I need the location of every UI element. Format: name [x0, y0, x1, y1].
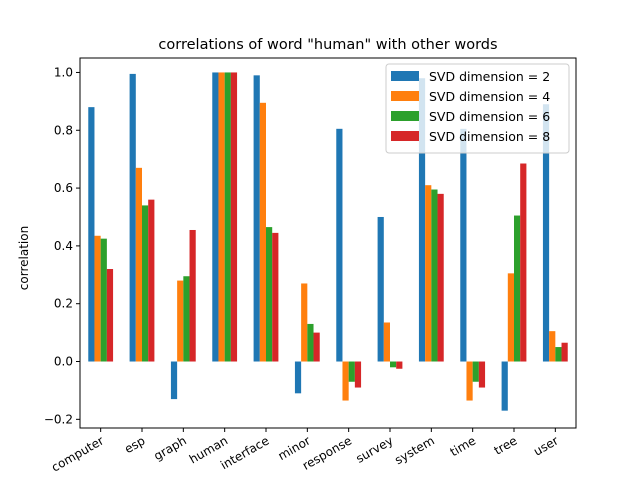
y-axis: −0.2 0.0 0.2 0.4 0.6 0.8 1.0: [44, 65, 80, 426]
bar-human-series-4: [230, 72, 238, 362]
legend-label-1: SVD dimension = 2: [429, 69, 550, 84]
bar-computer-series-2: [94, 235, 101, 362]
bar-user-series-4: [561, 342, 568, 362]
bar-interface-series-3: [266, 227, 273, 362]
bar-esp-series-3: [142, 205, 149, 362]
legend-box: [385, 63, 570, 154]
bar-minor-series-3: [307, 323, 314, 362]
bar-minor-series-4: [313, 332, 320, 362]
legend-label-4: SVD dimension = 8: [429, 129, 550, 144]
bar-response-series-3: [348, 361, 355, 382]
bar-human-series-1: [212, 72, 219, 362]
legend: SVD dimension = 2 SVD dimension = 4 SVD di…: [385, 63, 570, 154]
bar-graph-series-1: [170, 361, 178, 400]
legend-swatch-3: [391, 111, 419, 121]
bar-tree-series-4: [520, 163, 527, 362]
legend-swatch-4: [391, 131, 419, 141]
legend-label-2: SVD dimension = 4: [429, 89, 550, 104]
bar-human-series-3: [224, 72, 231, 362]
bar-response-series-2: [342, 361, 349, 401]
bar-tree-series-1: [501, 361, 508, 411]
bar-user-series-2: [549, 331, 556, 362]
bar-user-series-1: [542, 104, 550, 362]
y-tick-label: 0.6: [54, 181, 73, 195]
bar-system-series-3: [431, 189, 438, 362]
y-tick-label: 0.0: [54, 355, 73, 369]
chart-title: correlations of word "human" with other …: [158, 37, 497, 53]
bar-interface-series-2: [259, 102, 266, 362]
legend-swatch-2: [391, 91, 419, 101]
legend-label-3: SVD dimension = 6: [429, 109, 550, 124]
bar-survey-series-3: [390, 361, 397, 368]
bar-graph-series-2: [177, 280, 184, 362]
bar-time-series-3: [472, 361, 479, 382]
bar-tree-series-2: [507, 273, 514, 362]
y-tick-label: 0.8: [54, 123, 73, 137]
bar-survey-series-1: [377, 216, 384, 362]
bar-esp-series-1: [129, 73, 136, 362]
bar-minor-series-2: [301, 283, 308, 362]
plot-frame: [79, 57, 577, 429]
bar-esp-series-2: [135, 167, 142, 362]
bar-response-series-4: [354, 361, 362, 388]
bar-tree-series-3: [514, 215, 521, 362]
bar-time-series-2: [466, 361, 473, 401]
bar-user-series-3: [555, 347, 562, 362]
bar-graph-series-3: [183, 276, 190, 362]
bar-survey-series-2: [383, 322, 390, 362]
bar-response-series-1: [336, 128, 343, 362]
bar-minor-series-1: [294, 361, 302, 394]
y-tick-label: 0.4: [54, 239, 73, 253]
bar-computer-series-4: [106, 269, 114, 362]
y-tick-label: 1.0: [54, 65, 73, 79]
bar-graph-series-4: [189, 229, 196, 362]
y-tick-label: 0.2: [54, 297, 73, 311]
bar-time-series-1: [460, 128, 467, 362]
y-tick-label: −0.2: [44, 412, 73, 426]
legend-swatch-1: [391, 71, 419, 81]
bar-system-series-1: [418, 78, 426, 362]
bar-time-series-4: [478, 361, 486, 388]
bar-survey-series-4: [396, 361, 403, 369]
bar-system-series-4: [437, 193, 444, 362]
y-axis-label: correlation: [17, 226, 31, 290]
bar-esp-series-4: [148, 199, 155, 362]
bar-interface-series-4: [272, 232, 279, 362]
bars-layer: [88, 72, 568, 411]
bar-interface-series-1: [253, 75, 260, 362]
bar-human-series-2: [218, 72, 225, 362]
bar-computer-series-3: [100, 238, 107, 362]
bar-system-series-2: [425, 185, 432, 362]
bar-computer-series-1: [88, 107, 95, 362]
